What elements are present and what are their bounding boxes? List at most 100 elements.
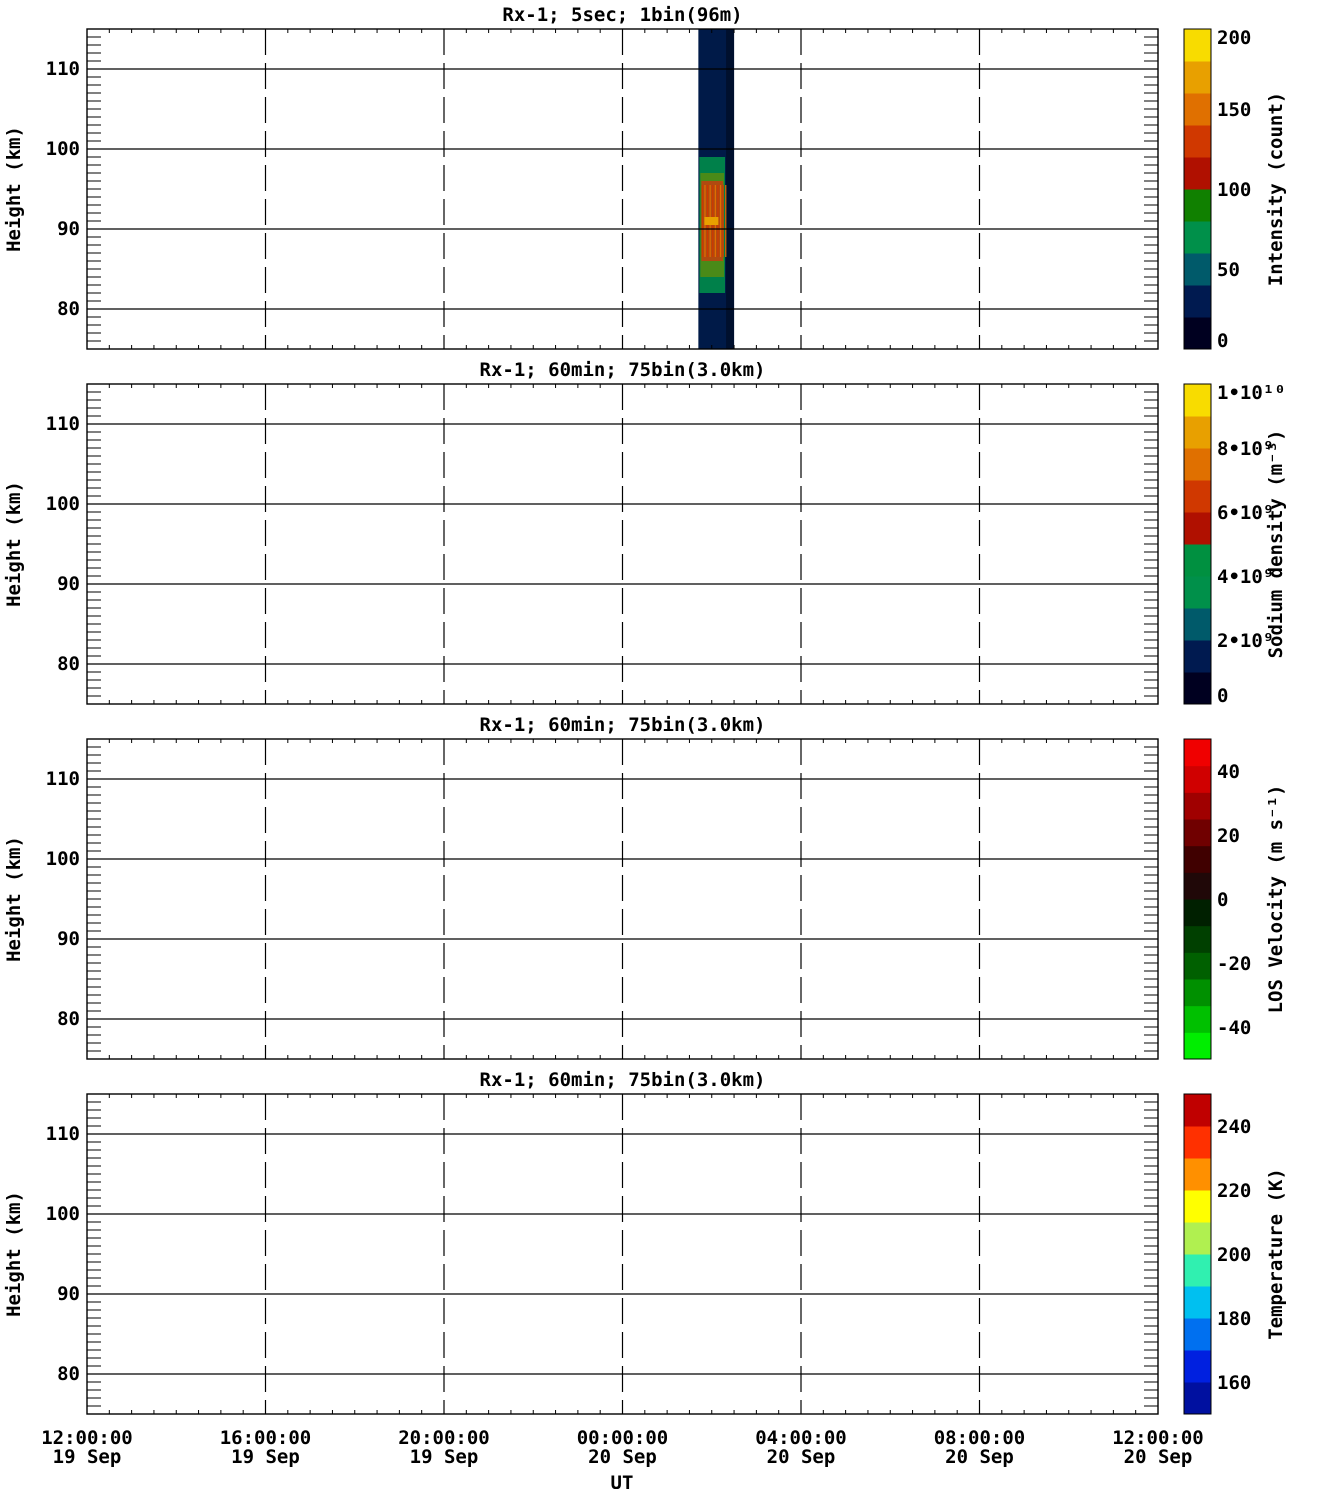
x-tick-date: 20 Sep: [588, 1446, 657, 1468]
colorbar-segment: [1184, 29, 1211, 62]
y-tick-label: 110: [46, 58, 80, 80]
colorbar-tick-label: 4•10⁹: [1217, 566, 1274, 588]
y-tick-label: 90: [57, 928, 80, 950]
x-tick-time: 12:00:00: [1112, 1427, 1204, 1449]
colorbar-tick-label: 20: [1217, 825, 1240, 847]
plot-frame: [86, 738, 1159, 1060]
x-tick-date: 20 Sep: [945, 1446, 1014, 1468]
x-tick-time: 04:00:00: [755, 1427, 847, 1449]
y-axis-label: Height (km): [3, 836, 25, 962]
colorbar-tick-label: 220: [1217, 1180, 1251, 1202]
y-tick-label: 90: [57, 1283, 80, 1305]
colorbar-segment: [1184, 93, 1211, 126]
colorbar-segment: [1184, 1158, 1211, 1191]
panel-1: Rx-1; 5sec; 1bin(96m) 80 90 100 110 Height (k…: [3, 4, 1287, 352]
colorbar-segment: [1184, 1382, 1211, 1415]
plot-frame: [86, 28, 1159, 350]
colorbar-label: Intensity (count): [1265, 92, 1287, 286]
y-tick-label: 90: [57, 218, 80, 240]
colorbar-segment: [1184, 1286, 1211, 1319]
y-tick-label: 100: [46, 848, 80, 870]
colorbar-frame: [1183, 738, 1212, 1060]
panel-4: Rx-1; 60min; 75bin(3.0km) 80 90 100 110 Heigh…: [3, 1069, 1287, 1415]
y-tick-label: 90: [57, 573, 80, 595]
colorbar-segment: [1184, 765, 1211, 793]
colorbar-segment: [1184, 819, 1211, 847]
colorbar-segment: [1184, 512, 1211, 545]
colorbar-tick-label: 200: [1217, 27, 1251, 49]
colorbar-segment: [1184, 285, 1211, 318]
colorbar-segment: [1184, 672, 1211, 705]
panel-2: Rx-1; 60min; 75bin(3.0km) 80 90 100 110 Heigh…: [3, 359, 1287, 707]
x-tick-time: 12:00:00: [41, 1427, 133, 1449]
colorbar-label: LOS Velocity (m s⁻¹): [1265, 785, 1287, 1014]
x-tick-date: 19 Sep: [231, 1446, 300, 1468]
heatmap-peak: [704, 217, 719, 225]
colorbar-tick-label: 0: [1217, 685, 1228, 707]
colorbar-tick-label: 8•10⁹: [1217, 438, 1274, 460]
y-tick-label: 110: [46, 768, 80, 790]
colorbar-segment: [1184, 253, 1211, 286]
colorbar-segment: [1184, 792, 1211, 820]
y-axis-label: Height (km): [3, 1191, 25, 1317]
colorbar-segment: [1184, 61, 1211, 94]
colorbar-segment: [1184, 189, 1211, 222]
y-tick-label: 80: [57, 1363, 80, 1385]
colorbar-label: Temperature (K): [1265, 1168, 1287, 1340]
colorbar-tick-label: 0: [1217, 330, 1228, 352]
colorbar-tick-label: 6•10⁹: [1217, 502, 1274, 524]
colorbar-tick-label: 240: [1217, 1116, 1251, 1138]
colorbar-segment: [1184, 872, 1211, 900]
colorbar-segment: [1184, 384, 1211, 417]
x-axis-label: UT: [611, 1472, 634, 1489]
x-tick-date: 19 Sep: [410, 1446, 479, 1468]
y-axis-label: Height (km): [3, 126, 25, 252]
colorbar-frame: [1183, 383, 1212, 705]
colorbar-tick-label: -40: [1217, 1017, 1251, 1039]
x-tick-date: 20 Sep: [1124, 1446, 1193, 1468]
y-tick-label: 110: [46, 1123, 80, 1145]
colorbar-segment: [1184, 1318, 1211, 1351]
colorbar-tick-label: 2•10⁹: [1217, 630, 1274, 652]
plot-frame: [86, 383, 1159, 705]
panel-3: Rx-1; 60min; 75bin(3.0km) 80 90 100 110 Heigh…: [3, 714, 1287, 1060]
colorbar-segment: [1184, 1094, 1211, 1127]
colorbar-tick-label: 200: [1217, 1244, 1251, 1266]
colorbar-segment: [1184, 544, 1211, 577]
colorbar-tick-label: 1•10¹⁰: [1217, 382, 1286, 404]
colorbar-segment: [1184, 899, 1211, 927]
colorbar-tick-label: 50: [1217, 259, 1240, 281]
x-tick-time: 16:00:00: [220, 1427, 312, 1449]
colorbar-tick-label: -20: [1217, 953, 1251, 975]
colorbar-segment: [1184, 1126, 1211, 1159]
colorbar-segment: [1184, 576, 1211, 609]
y-tick-label: 100: [46, 138, 80, 160]
panel-title: Rx-1; 60min; 75bin(3.0km): [480, 359, 766, 381]
colorbar-tick-label: 150: [1217, 99, 1251, 121]
x-tick-date: 20 Sep: [767, 1446, 836, 1468]
colorbar-segment: [1184, 221, 1211, 254]
colorbar-segment: [1184, 640, 1211, 673]
colorbar-tick-label: 180: [1217, 1308, 1251, 1330]
x-tick-date: 19 Sep: [53, 1446, 122, 1468]
colorbar-frame: [1183, 1093, 1212, 1415]
colorbar: 0 50 100 150 200 Intensity (count): [1183, 27, 1287, 352]
colorbar-segment: [1184, 448, 1211, 481]
plot-frame: [86, 1093, 1159, 1415]
colorbar-segment: [1184, 416, 1211, 449]
colorbar-segment: [1184, 1254, 1211, 1287]
colorbar-segment: [1184, 979, 1211, 1007]
panel-title: Rx-1; 5sec; 1bin(96m): [502, 4, 742, 26]
x-tick-time: 20:00:00: [398, 1427, 490, 1449]
heatmap-data: [698, 29, 735, 349]
colorbar-segment: [1184, 925, 1211, 953]
colorbar: -40 -20 0 20 40 LOS Velocity (m s⁻¹): [1183, 738, 1287, 1060]
colorbar-segment: [1184, 1350, 1211, 1383]
colorbar-tick-label: 100: [1217, 179, 1251, 201]
colorbar-segment: [1184, 739, 1211, 767]
colorbar-tick-label: 0: [1217, 889, 1228, 911]
y-tick-label: 100: [46, 1203, 80, 1225]
colorbar-segment: [1184, 1005, 1211, 1033]
y-tick-label: 100: [46, 493, 80, 515]
